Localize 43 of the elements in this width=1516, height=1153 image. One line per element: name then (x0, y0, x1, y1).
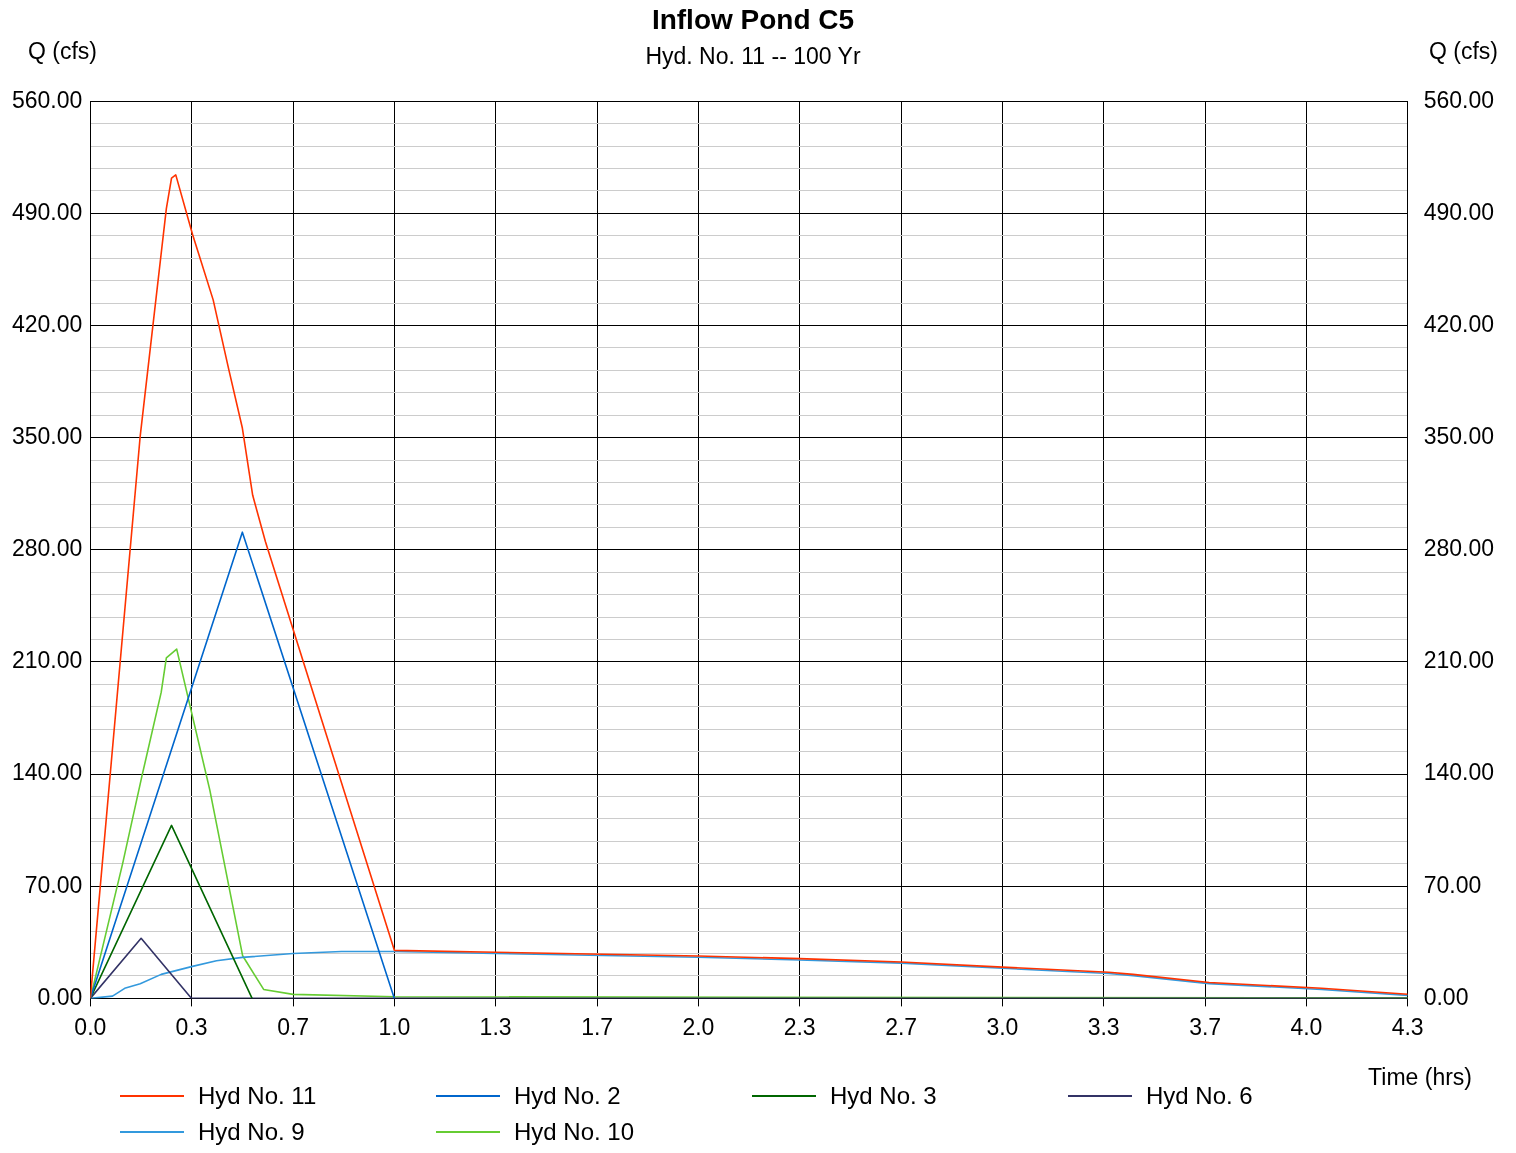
chart-title: Inflow Pond C5 (651, 3, 855, 35)
x-tick-label: 4.3 (1391, 1013, 1424, 1040)
y2-tick-label: 210.00 (1423, 647, 1495, 674)
x-tick-label: 0.7 (277, 1013, 310, 1040)
legend-label: Hyd No. 2 (514, 1082, 621, 1110)
chart-subtitle: Hyd. No. 11 -- 100 Yr (645, 42, 861, 69)
y-tick-label: 560.00 (11, 86, 83, 113)
legend-label: Hyd No. 10 (514, 1118, 635, 1146)
legend-label: Hyd No. 11 (198, 1082, 317, 1110)
x-tick-label: 0.3 (175, 1013, 208, 1040)
y-tick-label: 280.00 (11, 535, 83, 562)
x-tick-label: 3.7 (1189, 1013, 1222, 1040)
x-tick-label: 2.0 (682, 1013, 715, 1040)
x-tick-label: 2.3 (783, 1013, 816, 1040)
y-tick-label: 210.00 (11, 647, 83, 674)
legend-label: Hyd No. 9 (198, 1118, 305, 1146)
y2-tick-label: 280.00 (1423, 535, 1495, 562)
y-tick-label: 490.00 (11, 198, 83, 225)
y-tick-label: 420.00 (11, 310, 83, 337)
legend-label: Hyd No. 6 (1146, 1082, 1253, 1110)
y2-tick-label: 70.00 (1423, 871, 1482, 898)
y2-tick-label: 140.00 (1423, 759, 1495, 786)
y-tick-label: 350.00 (11, 422, 83, 449)
y2-axis-title: Q (cfs) (1429, 38, 1498, 65)
legend-label: Hyd No. 3 (830, 1082, 937, 1110)
x-tick-label: 0.0 (74, 1013, 107, 1040)
y2-tick-label: 350.00 (1423, 422, 1495, 449)
y2-tick-label: 420.00 (1423, 310, 1495, 337)
x-tick-label: 3.0 (986, 1013, 1019, 1040)
y-tick-label: 0.00 (37, 983, 83, 1010)
x-axis-title: Time (hrs) (1368, 1064, 1472, 1091)
x-tick-label: 4.0 (1290, 1013, 1323, 1040)
y2-tick-label: 490.00 (1423, 198, 1495, 225)
y-tick-label: 70.00 (24, 871, 83, 898)
x-tick-label: 1.7 (581, 1013, 614, 1040)
x-tick-label: 3.3 (1087, 1013, 1120, 1040)
y-tick-label: 140.00 (11, 759, 83, 786)
x-tick-label: 1.0 (378, 1013, 411, 1040)
x-tick-label: 1.3 (479, 1013, 512, 1040)
x-tick-label: 2.7 (885, 1013, 918, 1040)
y2-tick-label: 560.00 (1423, 86, 1495, 113)
y2-tick-label: 0.00 (1423, 983, 1469, 1010)
y-axis-title: Q (cfs) (28, 38, 97, 65)
